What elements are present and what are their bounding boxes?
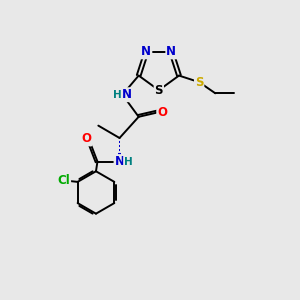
Text: H: H xyxy=(113,90,122,100)
Text: Cl: Cl xyxy=(57,174,70,187)
Text: O: O xyxy=(157,106,167,119)
Text: S: S xyxy=(195,76,203,88)
Text: N: N xyxy=(166,45,176,58)
Text: S: S xyxy=(154,84,163,97)
Text: O: O xyxy=(82,132,92,146)
Text: H: H xyxy=(124,157,133,166)
Text: N: N xyxy=(141,45,152,58)
Text: N: N xyxy=(122,88,132,101)
Text: N: N xyxy=(115,155,124,168)
